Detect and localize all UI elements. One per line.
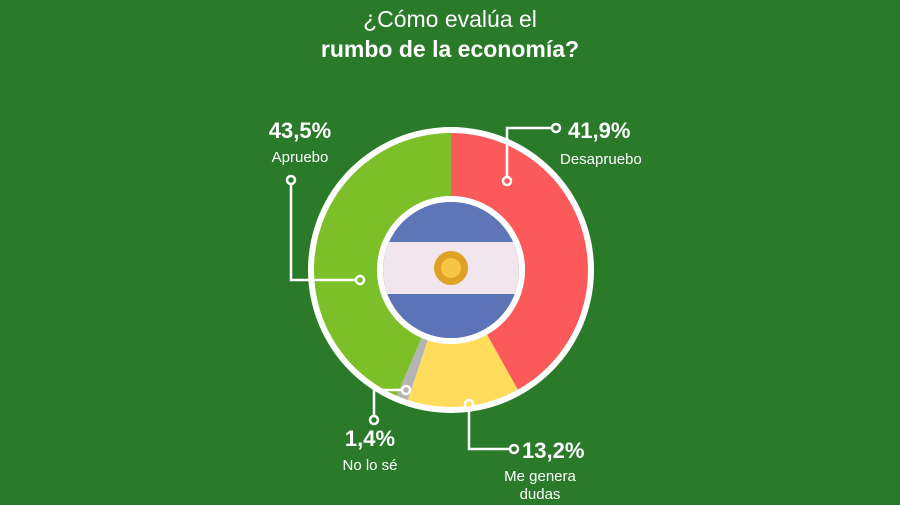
callout-line: [289, 184, 360, 282]
value-label-me-genera-dudas: 13,2%: [522, 438, 584, 463]
callout-apruebo: 43,5% Apruebo: [269, 118, 366, 286]
callout-dot: [508, 443, 520, 455]
chart-title-line-1: ¿Cómo evalúa el: [363, 6, 537, 32]
category-label-me-genera-dudas: dudas: [520, 486, 561, 503]
value-label-desapruebo: 41,9%: [568, 118, 630, 143]
category-label-no-lo-s-: No lo sé: [342, 457, 397, 474]
callout-dot: [285, 174, 297, 186]
callout-line: [505, 126, 552, 181]
callout-dot: [400, 384, 412, 396]
category-label-desapruebo: Desapruebo: [560, 151, 642, 168]
sun-emblem-icon: [434, 251, 468, 285]
callout-dot: [368, 414, 380, 426]
callout-dot: [550, 122, 562, 134]
category-label-me-genera-dudas: Me genera: [504, 468, 576, 485]
callout-dot: [501, 175, 513, 187]
center-image: [383, 202, 519, 338]
chart-title-line-2: rumbo de la economía?: [320, 36, 580, 62]
callout-no-lo-s-: 1,4% No lo sé: [342, 384, 412, 474]
callout-desapruebo: 41,9% Desapruebo: [501, 118, 642, 187]
slice-desapruebo: [451, 133, 588, 390]
callout-line: [467, 404, 510, 451]
slice-apruebo: [313, 133, 451, 396]
callout-line: [372, 388, 406, 416]
donut-slices: [313, 133, 588, 407]
category-label-apruebo: Apruebo: [272, 149, 329, 166]
callout-dot: [354, 274, 366, 286]
chart-title: ¿Cómo evalúa el rumbo de la economía?: [0, 4, 900, 64]
slice-me-genera-dudas: [407, 334, 518, 407]
callout-dot: [463, 398, 475, 410]
slice-no-lo-s-: [396, 337, 428, 401]
value-label-no-lo-s-: 1,4%: [345, 426, 395, 451]
value-label-apruebo: 43,5%: [269, 118, 331, 143]
